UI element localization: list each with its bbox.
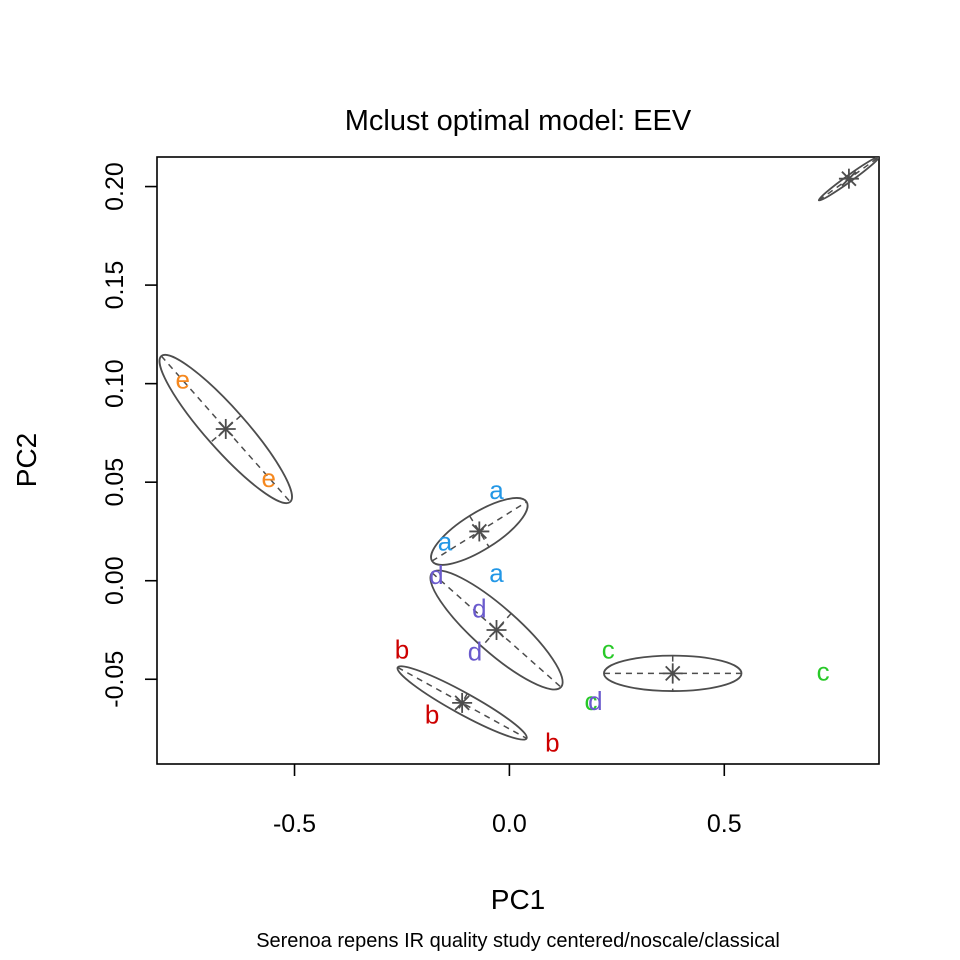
plot-frame <box>156 156 880 765</box>
cluster <box>817 157 879 202</box>
x-tick-label: 0.0 <box>492 810 527 838</box>
data-point-e: e <box>262 463 276 493</box>
y-tick-label: 0.00 <box>101 556 129 605</box>
data-point-e: e <box>176 365 190 395</box>
data-point-c: c <box>817 656 830 686</box>
y-tick-label: 0.05 <box>101 458 129 507</box>
chart-title: Mclust optimal model: EEV <box>345 105 692 137</box>
y-tick-label: 0.10 <box>101 359 129 408</box>
cluster-center-mark <box>665 665 681 681</box>
data-point-b: b <box>395 635 409 665</box>
cluster-minor-axis <box>210 414 242 443</box>
cluster <box>429 569 564 691</box>
cluster-minor-axis <box>456 693 468 713</box>
data-point-b: b <box>425 700 439 730</box>
data-point-a: a <box>438 526 453 556</box>
cluster-center-mark <box>454 695 470 711</box>
y-axis: -0.05 0.00 0.05 0.10 0.15 0.20 <box>101 162 157 708</box>
x-axis: -0.5 0.0 0.5 <box>273 764 742 838</box>
y-tick-label: -0.05 <box>101 651 129 708</box>
y-axis-label: PC2 <box>11 433 42 487</box>
data-point-d: d <box>588 686 602 716</box>
cluster-center-mark <box>488 622 505 638</box>
cluster-center-mark <box>471 523 487 540</box>
data-point-d: d <box>468 637 482 667</box>
chart-subtitle: Serenoa repens IR quality study centered… <box>256 930 780 952</box>
data-point-b: b <box>545 727 559 757</box>
cluster-major-axis <box>397 666 527 740</box>
cluster-major-axis <box>431 572 562 688</box>
y-tick-label: 0.20 <box>101 162 129 211</box>
cluster <box>396 665 528 741</box>
data-point-a: a <box>489 475 504 505</box>
y-tick-label: 0.15 <box>101 261 129 310</box>
data-point-d: d <box>472 593 486 623</box>
data-point-a: a <box>489 558 504 588</box>
x-tick-label: 0.5 <box>707 810 742 838</box>
cluster-center-mark <box>841 171 857 187</box>
cluster <box>158 353 293 505</box>
data-point-c: c <box>585 686 598 716</box>
x-axis-label: PC1 <box>491 884 545 915</box>
cluster-ellipses <box>158 157 879 741</box>
data-point-d: d <box>429 560 443 590</box>
cluster-center-mark <box>218 421 234 437</box>
cluster <box>430 497 529 566</box>
data-point-c: c <box>602 635 615 665</box>
x-tick-label: -0.5 <box>273 810 316 838</box>
cluster <box>603 654 743 692</box>
